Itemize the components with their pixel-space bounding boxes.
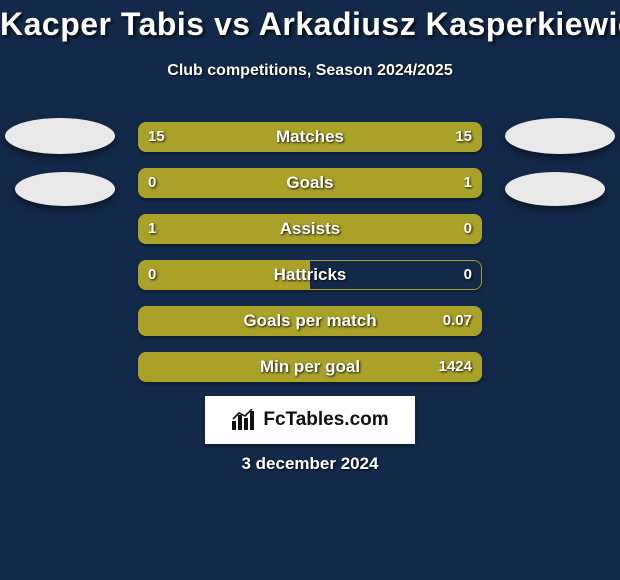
stat-bar-left: [138, 306, 482, 336]
player-right-avatar-shadow-2: [505, 172, 605, 206]
comparison-bars: Matches1515 Goals01 Assists10 Hattricks00 Go…: [138, 122, 482, 398]
fctables-logo-text: FcTables.com: [263, 409, 388, 431]
player-left-avatar-shadow: [5, 118, 115, 154]
stat-bar-left: [138, 122, 310, 152]
stat-bar-left: [138, 352, 482, 382]
stat-row: Goals per match0.07: [138, 306, 482, 336]
fctables-logo: FcTables.com: [205, 396, 415, 444]
stat-bar-right: [406, 214, 482, 244]
stat-row: Hattricks00: [138, 260, 482, 290]
stat-row: Matches1515: [138, 122, 482, 152]
stat-bar-left: [138, 260, 310, 290]
player-right-avatar-shadow: [505, 118, 615, 154]
stat-row: Min per goal1424: [138, 352, 482, 382]
page-subtitle: Club competitions, Season 2024/2025: [0, 62, 620, 80]
fctables-icon: [231, 409, 257, 431]
player-left-avatar-shadow-2: [15, 172, 115, 206]
stat-bar-right: [310, 122, 482, 152]
page-title: Kacper Tabis vs Arkadiusz Kasperkiewicz: [0, 6, 620, 43]
stat-bar-left: [138, 214, 406, 244]
stat-row: Goals01: [138, 168, 482, 198]
snapshot-date: 3 december 2024: [0, 454, 620, 474]
stat-row: Assists10: [138, 214, 482, 244]
stat-bar-left: [138, 168, 207, 198]
stat-bar-right: [207, 168, 482, 198]
